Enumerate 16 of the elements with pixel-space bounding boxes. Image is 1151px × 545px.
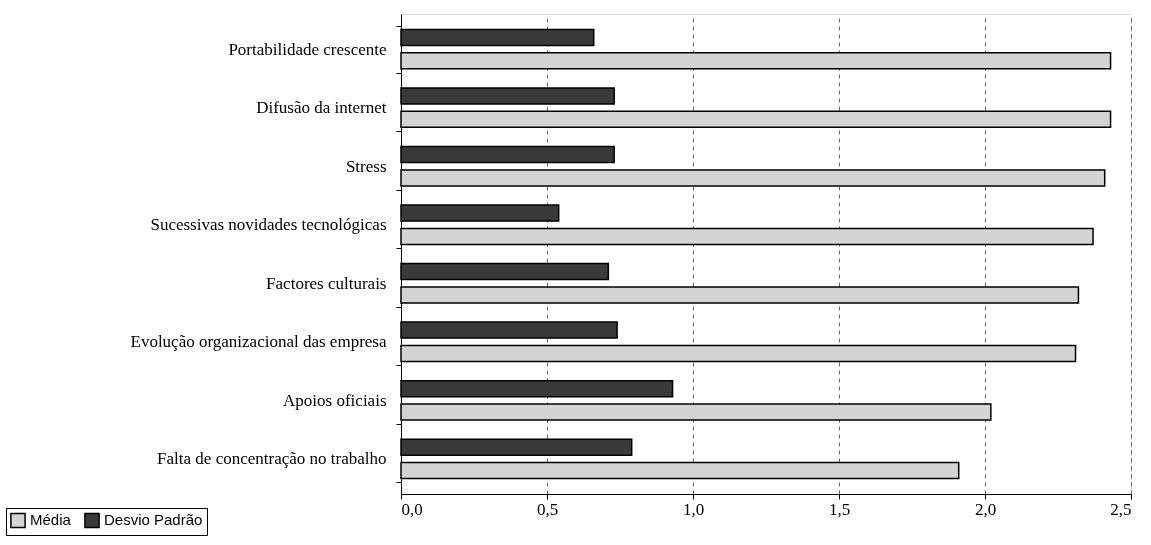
y-tick-label: Stress xyxy=(345,156,387,176)
y-tick-label: Evolução organizacional das empresa xyxy=(130,332,387,352)
y-tick-label: Portabilidade crescente xyxy=(228,39,387,59)
x-tick-label: 1,5 xyxy=(828,499,851,519)
x-tick-label: 0,0 xyxy=(401,499,423,519)
legend-label: Média xyxy=(30,511,72,529)
x-tick-label: 2,5 xyxy=(1110,499,1132,519)
x-tick-label: 1,0 xyxy=(682,499,705,519)
x-tick-label: 2,0 xyxy=(974,499,997,519)
y-tick-label: Apoios oficiais xyxy=(283,390,387,410)
x-tick-label: 0,5 xyxy=(536,499,559,519)
y-tick-label: Factores culturais xyxy=(266,273,387,293)
y-tick-label: Difusão da internet xyxy=(256,98,387,118)
y-tick-label: Falta de concentração no trabalho xyxy=(157,449,387,469)
legend-label: Desvio Padrão xyxy=(104,511,203,529)
y-tick-label: Sucessivas novidades tecnológicas xyxy=(150,215,387,235)
